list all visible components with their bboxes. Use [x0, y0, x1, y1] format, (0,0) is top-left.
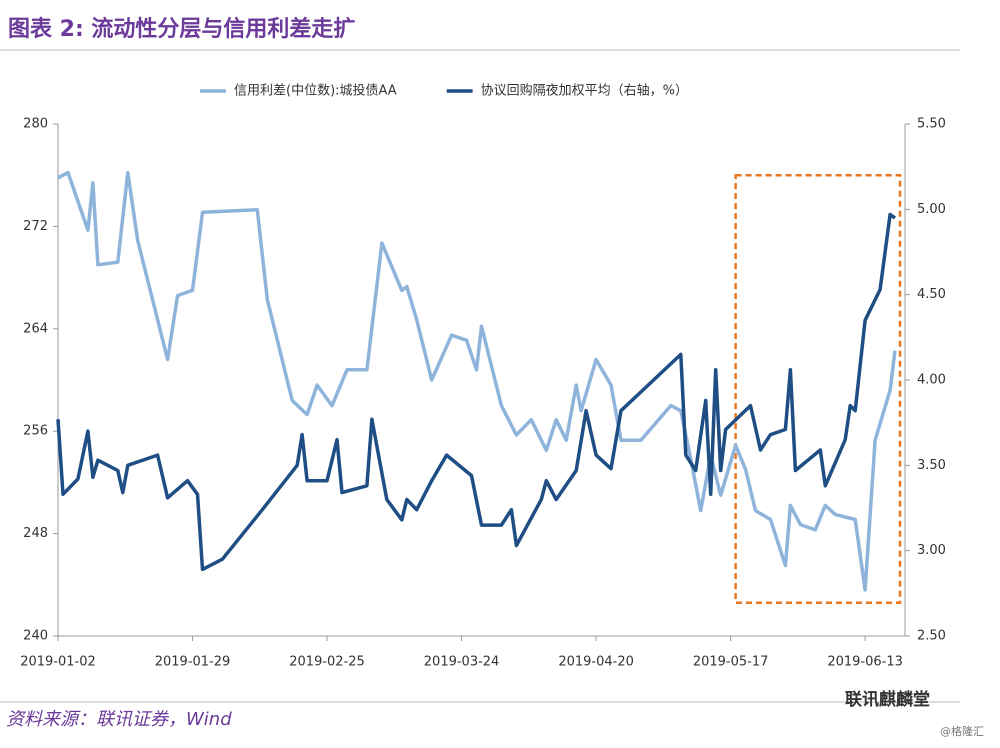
- x-tick-label: 2019-02-25: [289, 655, 365, 670]
- watermark: 联讯麒麟堂: [845, 689, 930, 710]
- legend-label: 协议回购隔夜加权平均（右轴，%）: [481, 83, 688, 99]
- legend-label: 信用利差(中位数):城投债AA: [234, 83, 397, 99]
- x-tick-label: 2019-01-29: [155, 655, 231, 670]
- y-tick-label: 280: [23, 117, 48, 132]
- series-line: [56, 212, 896, 572]
- y-tick-label: 264: [23, 321, 48, 336]
- y2-tick-label: 3.00: [917, 543, 946, 558]
- y-tick-label: 272: [23, 219, 48, 234]
- source: 资料来源：联讯证券，Wind: [6, 709, 232, 730]
- series-line: [57, 170, 897, 592]
- y2-tick-label: 5.00: [917, 202, 946, 217]
- y2-tick-label: 5.50: [917, 117, 946, 132]
- x-tick-label: 2019-05-17: [693, 655, 769, 670]
- y-tick-label: 248: [23, 526, 48, 541]
- x-tick-label: 2019-01-02: [20, 655, 96, 670]
- y2-tick-label: 3.50: [917, 458, 946, 473]
- highlight-box: [734, 173, 902, 604]
- y2-tick-label: 4.50: [917, 287, 946, 302]
- x-tick-label: 2019-04-20: [558, 655, 634, 670]
- x-tick-label: 2019-03-24: [424, 655, 500, 670]
- x-tick-label: 2019-06-13: [827, 655, 903, 670]
- y2-tick-label: 4.00: [917, 373, 946, 388]
- y2-tick-label: 2.50: [917, 629, 946, 644]
- credit: @格隆汇: [940, 724, 984, 738]
- y-tick-label: 240: [23, 629, 48, 644]
- y-tick-label: 256: [23, 424, 48, 439]
- chart-title: 图表 2: 流动性分层与信用利差走扩: [8, 16, 355, 42]
